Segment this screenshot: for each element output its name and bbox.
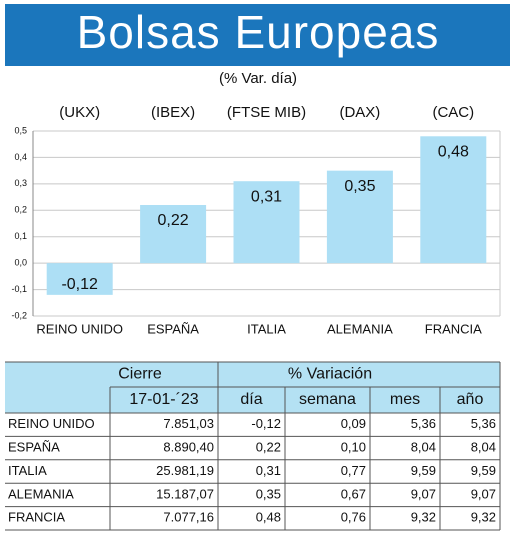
bar (46, 263, 113, 295)
table-cell: 0,48 (256, 510, 281, 525)
table-cell: 8,04 (411, 440, 436, 455)
value-label: 0,22 (158, 212, 189, 229)
title-bar (5, 4, 510, 66)
header-cell: día (240, 391, 262, 408)
y-tick-label: 0,5 (14, 125, 27, 135)
index-label: (IBEX) (151, 104, 195, 121)
index-label: (FTSE MIB) (227, 104, 306, 121)
bar (326, 170, 393, 264)
table-cell: 25.981,19 (156, 463, 214, 478)
table-cell: 9,59 (471, 463, 496, 478)
table-cell: 0,35 (256, 486, 281, 501)
table-cell: 9,07 (411, 486, 436, 501)
table-cell: 0,31 (256, 463, 281, 478)
table-cell: 5,36 (471, 416, 496, 431)
value-label: 0,31 (251, 188, 282, 205)
y-tick-label: -0,2 (11, 310, 27, 320)
table-cell: 0,76 (341, 510, 366, 525)
table-cell: 7.077,16 (163, 510, 214, 525)
header-cell: año (457, 391, 484, 408)
header-cell: % Variación (288, 366, 372, 383)
x-tick-label: REINO UNIDO (36, 321, 123, 336)
bar (420, 136, 487, 264)
bar (233, 181, 300, 264)
index-label: (UKX) (59, 104, 100, 121)
x-tick-label: ALEMANIA (327, 321, 393, 336)
y-tick-label: 0,0 (14, 258, 27, 268)
y-tick-label: 0,1 (14, 231, 27, 241)
index-label: (DAX) (339, 104, 380, 121)
chart-subtitle: (% Var. día) (219, 70, 297, 87)
header-cell: mes (390, 391, 420, 408)
table-cell: 5,36 (411, 416, 436, 431)
y-tick-label: -0,1 (11, 284, 27, 294)
table-cell: 15.187,07 (156, 486, 214, 501)
x-tick-label: FRANCIA (425, 321, 482, 336)
value-label: -0,12 (61, 276, 98, 293)
table-cell: 0,09 (341, 416, 366, 431)
value-label: 0,35 (344, 178, 375, 195)
table-cell: 9,32 (411, 510, 436, 525)
table-cell: 9,59 (411, 463, 436, 478)
table-cell: 8,04 (471, 440, 496, 455)
chart-title: Bolsas Europeas (77, 6, 440, 58)
header-cell: semana (299, 391, 356, 408)
header-cell: 17-01-´23 (129, 391, 198, 408)
table-cell: 0,22 (256, 440, 281, 455)
value-label: 0,48 (438, 144, 469, 161)
bar (140, 205, 207, 264)
row-label: ITALIA (8, 463, 47, 478)
row-label: ALEMANIA (8, 486, 74, 501)
y-tick-label: 0,4 (14, 152, 27, 162)
table-cell: 0,10 (341, 440, 366, 455)
row-label: REINO UNIDO (8, 416, 95, 431)
x-tick-label: ESPAÑA (147, 321, 199, 336)
table: Cierre % Variación 17-01-´23 día semana mes añ… (5, 361, 501, 531)
row-label: ESPAÑA (8, 440, 60, 455)
table-cell: 8.890,40 (163, 440, 214, 455)
table-cell: 7.851,03 (163, 416, 214, 431)
y-tick-label: 0,2 (14, 205, 27, 215)
x-tick-label: ITALIA (247, 321, 286, 336)
table-cell: 0,77 (341, 463, 366, 478)
header-cell: Cierre (118, 366, 162, 383)
table-cell: 0,67 (341, 486, 366, 501)
table-cell: 9,07 (471, 486, 496, 501)
table-cell: -0,12 (251, 416, 281, 431)
table-cell: 9,32 (471, 510, 496, 525)
index-label: (CAC) (432, 104, 474, 121)
row-label: FRANCIA (8, 510, 65, 525)
y-tick-label: 0,3 (14, 178, 27, 188)
